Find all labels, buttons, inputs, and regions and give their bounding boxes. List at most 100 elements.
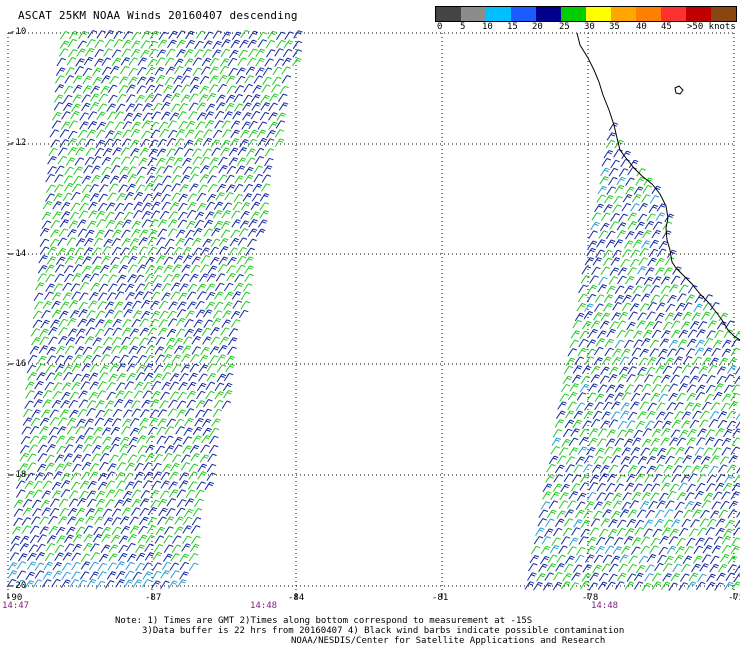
wind-barb <box>220 229 231 238</box>
wind-barb <box>228 157 239 166</box>
wind-barb <box>50 229 60 238</box>
wind-barb <box>633 186 644 195</box>
wind-barb <box>128 57 139 66</box>
wind-barb <box>155 526 165 536</box>
wind-barb <box>186 390 197 400</box>
wind-barb <box>723 428 733 438</box>
wind-barb <box>152 93 162 102</box>
wind-barb <box>98 283 109 292</box>
wind-barb <box>570 483 581 492</box>
wind-barb <box>141 399 151 408</box>
wind-barb <box>612 348 622 357</box>
wind-barb <box>97 202 108 212</box>
wind-barb <box>16 570 27 579</box>
wind-barb <box>189 76 200 85</box>
wind-barb <box>661 330 671 339</box>
wind-barb <box>71 381 81 391</box>
wind-barb <box>686 338 697 348</box>
wind-barb <box>614 581 625 590</box>
wind-barb <box>635 564 646 574</box>
wind-barb <box>54 463 65 472</box>
wind-barb <box>139 516 149 526</box>
wind-barb <box>148 417 159 427</box>
wind-barb <box>618 213 628 222</box>
wind-barb <box>564 509 574 518</box>
wind-barb <box>594 393 605 402</box>
wind-barb <box>660 437 670 446</box>
wind-barb <box>60 201 71 211</box>
wind-barb <box>101 526 111 536</box>
wind-barb <box>73 166 83 175</box>
wind-barb <box>153 183 163 192</box>
wind-barb <box>586 536 597 546</box>
wind-barb <box>600 366 610 375</box>
wind-barb <box>676 293 687 302</box>
wind-barb <box>586 293 597 303</box>
wind-barb <box>260 102 271 111</box>
wind-barb <box>56 445 66 455</box>
wind-barb <box>172 165 183 175</box>
wind-barb <box>145 435 156 444</box>
wind-barb <box>101 427 112 436</box>
wind-barb <box>613 149 623 158</box>
wind-barb <box>6 578 17 588</box>
wind-barb <box>646 456 656 465</box>
wind-barb <box>154 67 165 76</box>
wind-barb <box>131 498 141 508</box>
wind-barb <box>104 400 115 409</box>
wind-barb <box>703 492 714 501</box>
wind-barb <box>160 391 170 400</box>
wind-barb <box>121 327 132 336</box>
wind-barb <box>159 128 169 138</box>
wind-barb <box>566 500 577 509</box>
wind-barb <box>92 76 102 86</box>
wind-speed-legend <box>435 6 737 22</box>
wind-barb <box>631 347 642 356</box>
wind-barb <box>194 130 204 139</box>
wind-barb <box>669 437 679 446</box>
wind-barb <box>89 184 99 193</box>
wind-barb <box>600 167 610 177</box>
wind-barb <box>102 436 112 445</box>
wind-barb <box>169 391 180 400</box>
wind-barb <box>80 553 91 562</box>
wind-barb <box>586 545 596 555</box>
wind-barb <box>545 518 555 527</box>
wind-barb <box>105 202 116 211</box>
wind-barb <box>637 213 648 223</box>
wind-barb <box>155 255 166 264</box>
wind-barb <box>133 191 144 201</box>
wind-barb <box>547 554 558 563</box>
wind-barb <box>645 366 656 376</box>
wind-barb <box>656 248 667 257</box>
wind-barb <box>103 337 113 346</box>
wind-barb <box>100 354 111 363</box>
wind-barb <box>49 409 59 418</box>
wind-barb <box>45 264 55 273</box>
wind-barb <box>147 517 157 526</box>
wind-barb <box>624 428 634 437</box>
wind-barb <box>673 312 683 321</box>
wind-barb <box>111 526 122 536</box>
wind-barb <box>47 435 57 444</box>
wind-barb <box>127 454 137 463</box>
wind-barb <box>658 492 669 502</box>
wind-barb <box>195 409 205 418</box>
wind-barb <box>69 391 79 401</box>
wind-barb <box>224 291 234 300</box>
wind-barb <box>92 436 102 445</box>
wind-barb <box>593 510 603 520</box>
wind-barb <box>608 276 619 285</box>
wind-barb <box>197 471 207 480</box>
wind-barb <box>688 473 698 482</box>
wind-barb <box>173 255 184 264</box>
wind-barb <box>597 330 607 339</box>
wind-barb <box>668 392 678 402</box>
wind-barb <box>717 419 728 429</box>
wind-barb <box>137 534 148 544</box>
wind-barb <box>705 384 716 394</box>
wind-barb <box>105 489 116 498</box>
wind-barb <box>227 337 238 346</box>
wind-barb <box>623 536 634 545</box>
